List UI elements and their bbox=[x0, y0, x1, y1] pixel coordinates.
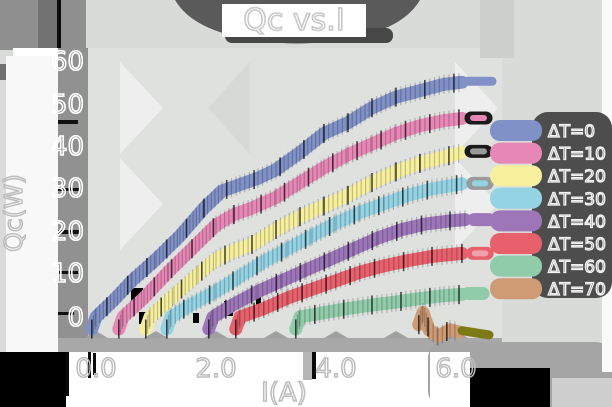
legend-swatch-5 bbox=[490, 233, 542, 254]
series-line-7 bbox=[412, 306, 466, 343]
legend: ΔT=0 ΔT=10 ΔT=20 ΔT=30 ΔT=40 ΔT=50 ΔT=60… bbox=[490, 112, 612, 301]
series-ticks-7 bbox=[417, 303, 456, 346]
bottom-left-black-blob bbox=[0, 352, 66, 407]
legend-shadow-blob bbox=[532, 112, 612, 298]
y-tick-10: 10 bbox=[51, 259, 84, 289]
x-axis-label: I(A) bbox=[261, 378, 307, 407]
series-line-5 bbox=[229, 246, 469, 336]
bottom-right-black-blob bbox=[470, 368, 550, 407]
legend-swatch-3 bbox=[490, 187, 542, 209]
series-ticks-0 bbox=[91, 73, 460, 339]
legend-label-1: ΔT=10 bbox=[548, 145, 606, 165]
x-band-gray-sliver bbox=[303, 352, 312, 380]
top-right-shadow-block bbox=[480, 0, 514, 58]
title-group: Qc vs.I bbox=[175, 0, 420, 44]
series-ticks-3 bbox=[166, 174, 463, 339]
legend-swatch-1 bbox=[490, 142, 542, 164]
y-tick-50: 50 bbox=[51, 90, 84, 120]
x-label-white-band bbox=[66, 352, 470, 407]
series-ticks-6 bbox=[294, 285, 460, 339]
legend-label-3: ΔT=30 bbox=[548, 190, 606, 210]
series-line-4 bbox=[202, 213, 472, 336]
olive-artifact-stub bbox=[457, 326, 494, 340]
legend-label-5: ΔT=50 bbox=[548, 235, 606, 255]
legend-swatch-0 bbox=[490, 120, 542, 141]
x-tick-4: 4.0 bbox=[315, 354, 356, 384]
y-tick-labels: 0 10 20 30 40 50 60 bbox=[50, 46, 85, 334]
y-tick-40: 40 bbox=[51, 132, 84, 162]
legend-swatch-4 bbox=[490, 210, 542, 232]
legend-label-0: ΔT=0 bbox=[548, 122, 595, 142]
x-tick-6: 6.0 bbox=[435, 354, 476, 384]
y-tick-30: 30 bbox=[51, 174, 84, 204]
x-axis-band bbox=[58, 331, 502, 352]
series-line-2 bbox=[139, 146, 469, 336]
title-white-box bbox=[222, 4, 366, 37]
legend-label-4: ΔT=40 bbox=[548, 212, 606, 232]
series-ticks-2 bbox=[145, 143, 460, 339]
legend-label-7: ΔT=70 bbox=[548, 280, 606, 300]
y-tick-20: 20 bbox=[51, 217, 84, 247]
y-tick-60: 60 bbox=[51, 47, 84, 77]
series-ticks-4 bbox=[208, 210, 466, 339]
legend-swatch-7 bbox=[490, 278, 542, 300]
series-line-3 bbox=[160, 177, 469, 336]
series-ticks-5 bbox=[235, 243, 463, 339]
series-layer bbox=[85, 73, 497, 346]
series-line-1 bbox=[112, 111, 469, 336]
legend-label-2: ΔT=20 bbox=[548, 167, 606, 187]
chart-title: Qc vs.I bbox=[243, 3, 344, 38]
y-axis-band bbox=[58, 48, 88, 338]
series-ticks-1 bbox=[118, 109, 460, 339]
legend-swatch-2 bbox=[490, 165, 542, 187]
y-tick-0: 0 bbox=[67, 303, 84, 333]
x-tick-0: 0.0 bbox=[75, 354, 116, 384]
legend-swatch-6 bbox=[490, 255, 542, 277]
axis-artifact-lines bbox=[66, 352, 316, 396]
y-axis-label: Qc(W) bbox=[0, 174, 28, 252]
x-tick-2: 2.0 bbox=[195, 354, 236, 384]
ylabel-white-band bbox=[6, 56, 60, 352]
legend-label-6: ΔT=60 bbox=[548, 258, 606, 278]
y-axis-tick-marks bbox=[58, 120, 80, 315]
x-tick-labels: 0.0 2.0 4.0 6.0 bbox=[75, 353, 478, 385]
